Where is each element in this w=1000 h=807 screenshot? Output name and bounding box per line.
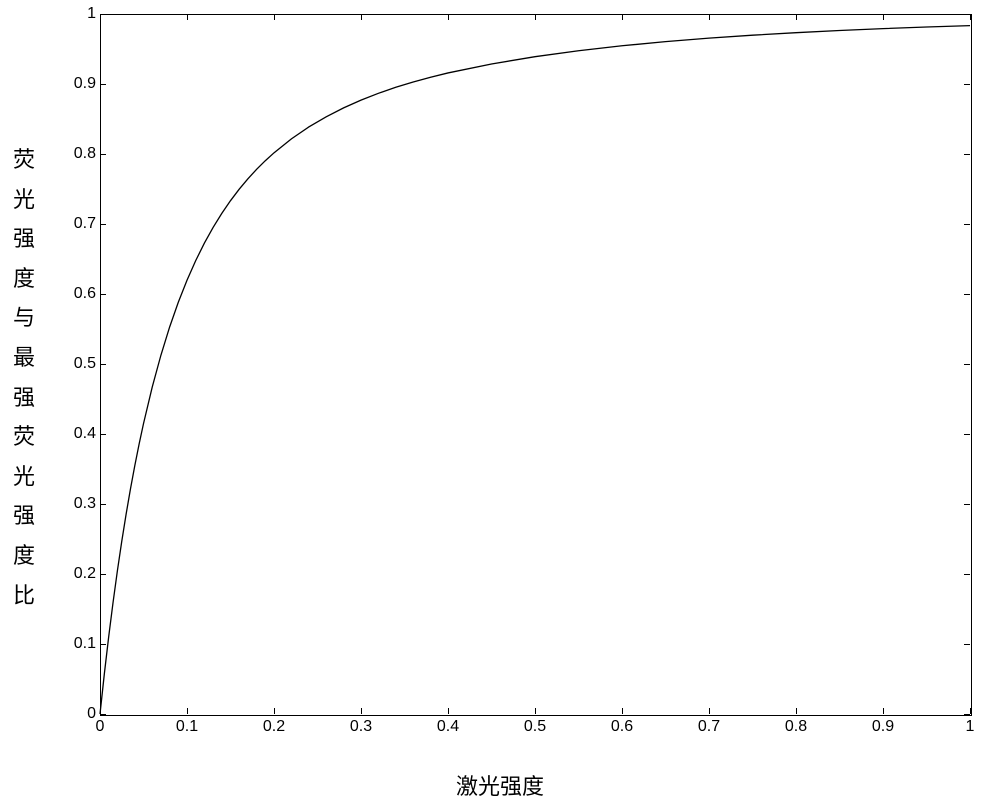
ytick-mark: [100, 574, 106, 575]
xtick-mark-top: [535, 14, 536, 20]
ytick-mark-right: [964, 224, 970, 225]
xtick-label: 0: [96, 718, 105, 736]
series-saturation-curve: [100, 26, 970, 714]
xtick-mark: [622, 708, 623, 714]
ytick-label: 0.1: [66, 635, 96, 653]
xtick-label: 0.8: [785, 718, 807, 736]
ytick-mark: [100, 14, 106, 15]
xtick-mark-top: [187, 14, 188, 20]
xtick-mark-top: [709, 14, 710, 20]
xtick-label: 0.4: [437, 718, 459, 736]
ytick-mark-right: [964, 84, 970, 85]
xtick-mark-top: [274, 14, 275, 20]
ytick-mark-right: [964, 714, 970, 715]
ytick-mark-right: [964, 644, 970, 645]
ytick-label: 0: [66, 705, 96, 723]
ytick-mark: [100, 434, 106, 435]
ytick-mark: [100, 154, 106, 155]
xtick-mark: [970, 708, 971, 714]
chart-svg: [0, 0, 1000, 807]
xtick-mark: [883, 708, 884, 714]
xtick-label: 0.6: [611, 718, 633, 736]
xtick-mark: [274, 708, 275, 714]
xtick-label: 1: [966, 718, 975, 736]
xtick-mark-top: [448, 14, 449, 20]
ytick-mark-right: [964, 574, 970, 575]
ytick-mark: [100, 644, 106, 645]
xtick-mark: [187, 708, 188, 714]
xtick-mark: [535, 708, 536, 714]
ytick-mark-right: [964, 154, 970, 155]
ytick-mark: [100, 224, 106, 225]
ytick-label: 0.6: [66, 285, 96, 303]
xtick-mark-top: [796, 14, 797, 20]
ytick-mark: [100, 714, 106, 715]
xtick-mark: [796, 708, 797, 714]
xtick-mark-top: [883, 14, 884, 20]
ytick-mark-right: [964, 504, 970, 505]
xtick-label: 0.3: [350, 718, 372, 736]
xtick-label: 0.1: [176, 718, 198, 736]
ytick-mark-right: [964, 364, 970, 365]
ytick-mark: [100, 294, 106, 295]
ytick-label: 0.3: [66, 495, 96, 513]
figure: 荧光强度与最强荧光强度比 激光强度 00.10.20.30.40.50.60.7…: [0, 0, 1000, 807]
xtick-mark: [709, 708, 710, 714]
ytick-mark-right: [964, 14, 970, 15]
ytick-label: 0.9: [66, 75, 96, 93]
xtick-mark: [448, 708, 449, 714]
ytick-label: 0.5: [66, 355, 96, 373]
ytick-mark-right: [964, 294, 970, 295]
ytick-label: 0.7: [66, 215, 96, 233]
ytick-mark: [100, 504, 106, 505]
ytick-mark: [100, 364, 106, 365]
ytick-label: 0.8: [66, 145, 96, 163]
xtick-mark-top: [361, 14, 362, 20]
xtick-label: 0.9: [872, 718, 894, 736]
xtick-mark-top: [622, 14, 623, 20]
xtick-mark-top: [970, 14, 971, 20]
ytick-label: 0.2: [66, 565, 96, 583]
ytick-mark-right: [964, 434, 970, 435]
xtick-label: 0.7: [698, 718, 720, 736]
xtick-label: 0.2: [263, 718, 285, 736]
ytick-label: 1: [66, 5, 96, 23]
ytick-mark: [100, 84, 106, 85]
ytick-label: 0.4: [66, 425, 96, 443]
xtick-label: 0.5: [524, 718, 546, 736]
xtick-mark: [361, 708, 362, 714]
